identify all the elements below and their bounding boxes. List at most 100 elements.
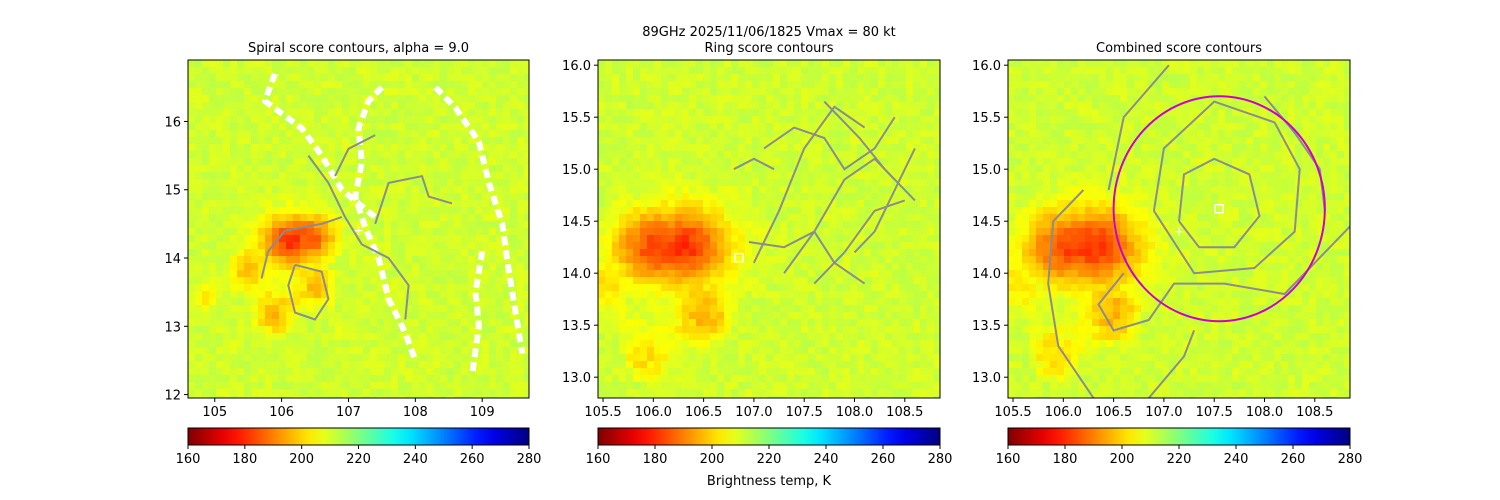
heatmap-cell xyxy=(661,396,669,398)
heatmap-cell xyxy=(251,116,259,124)
heatmap-cell xyxy=(244,242,252,250)
heatmap-cell xyxy=(202,123,210,131)
heatmap-cell xyxy=(398,60,406,68)
heatmap-cell xyxy=(328,389,336,397)
heatmap-cell xyxy=(682,263,690,271)
heatmap-cell xyxy=(654,144,662,152)
heatmap-cell xyxy=(202,256,210,264)
heatmap-cell xyxy=(230,284,238,292)
heatmap-cell xyxy=(349,354,357,362)
heatmap-cell xyxy=(829,333,837,341)
heatmap-cell xyxy=(927,361,935,369)
heatmap-cell xyxy=(724,354,732,362)
heatmap-cell xyxy=(321,319,329,327)
heatmap-cell xyxy=(626,347,634,355)
heatmap-cell xyxy=(524,326,529,334)
heatmap-cell xyxy=(920,200,928,208)
heatmap-cell xyxy=(822,326,830,334)
heatmap-cell xyxy=(440,179,448,187)
heatmap-cell xyxy=(822,305,830,313)
heatmap-cell xyxy=(808,277,816,285)
heatmap-cell xyxy=(850,60,858,68)
heatmap-cell xyxy=(899,207,907,215)
heatmap-cell xyxy=(843,207,851,215)
heatmap-cell xyxy=(913,116,921,124)
heatmap-cell xyxy=(286,179,294,187)
heatmap-cell xyxy=(794,158,802,166)
heatmap-cell xyxy=(885,347,893,355)
heatmap-cell xyxy=(412,277,420,285)
heatmap-cell xyxy=(738,123,746,131)
heatmap-cell xyxy=(237,81,245,89)
heatmap-cell xyxy=(906,375,914,383)
heatmap-cell xyxy=(801,172,809,180)
heatmap-cell xyxy=(927,326,935,334)
heatmap-cell xyxy=(710,116,718,124)
heatmap-cell xyxy=(216,179,224,187)
heatmap-cell xyxy=(307,375,315,383)
heatmap-cell xyxy=(377,305,385,313)
heatmap-cell xyxy=(906,116,914,124)
heatmap-cell xyxy=(440,88,448,96)
heatmap-cell xyxy=(384,375,392,383)
heatmap-cell xyxy=(524,284,529,292)
heatmap-cell xyxy=(619,200,627,208)
heatmap-cell xyxy=(878,235,886,243)
heatmap-cell xyxy=(356,249,364,257)
heatmap-cell xyxy=(279,312,287,320)
heatmap-cell xyxy=(370,340,378,348)
heatmap-cell xyxy=(258,95,266,103)
heatmap-cell xyxy=(906,270,914,278)
heatmap-cell xyxy=(913,109,921,117)
heatmap-cell xyxy=(391,74,399,82)
heatmap-cell xyxy=(598,137,606,145)
heatmap-cell xyxy=(787,165,795,173)
heatmap-cell xyxy=(209,81,217,89)
heatmap-cell xyxy=(703,221,711,229)
heatmap-cell xyxy=(871,74,879,82)
heatmap-cell xyxy=(237,207,245,215)
heatmap-cell xyxy=(668,340,676,348)
heatmap-cell xyxy=(850,312,858,320)
heatmap-cell xyxy=(892,291,900,299)
heatmap-cell xyxy=(391,277,399,285)
heatmap-cell xyxy=(710,242,718,250)
heatmap-cell xyxy=(710,130,718,138)
heatmap-cell xyxy=(738,186,746,194)
heatmap-cell xyxy=(598,228,606,236)
heatmap-cell xyxy=(920,256,928,264)
heatmap-cell xyxy=(475,340,483,348)
heatmap-cell xyxy=(251,305,259,313)
heatmap-cell xyxy=(913,340,921,348)
heatmap-cell xyxy=(426,319,434,327)
heatmap-cell xyxy=(696,256,704,264)
heatmap-cell xyxy=(279,319,287,327)
heatmap-cell xyxy=(209,277,217,285)
heatmap-cell xyxy=(612,186,620,194)
heatmap-cell xyxy=(209,116,217,124)
heatmap-cell xyxy=(370,256,378,264)
heatmap-cell xyxy=(265,95,273,103)
heatmap-cell xyxy=(405,102,413,110)
heatmap-cell xyxy=(412,249,420,257)
heatmap-cell xyxy=(759,221,767,229)
heatmap-cell xyxy=(300,389,308,397)
heatmap-cell xyxy=(433,235,441,243)
heatmap-cell xyxy=(496,354,504,362)
heatmap-cell xyxy=(787,158,795,166)
heatmap-cell xyxy=(801,340,809,348)
x-tick-label: 105.5 xyxy=(584,405,621,420)
heatmap-cell xyxy=(731,319,739,327)
heatmap-cell xyxy=(405,277,413,285)
heatmap-cell xyxy=(766,74,774,82)
heatmap-cell xyxy=(871,81,879,89)
heatmap-cell xyxy=(447,396,455,398)
heatmap-cell xyxy=(906,214,914,222)
heatmap-cell xyxy=(675,186,683,194)
heatmap-cell xyxy=(223,312,231,320)
heatmap-cell xyxy=(703,270,711,278)
heatmap-cell xyxy=(188,242,196,250)
heatmap-cell xyxy=(766,368,774,376)
heatmap-cell xyxy=(279,361,287,369)
heatmap-cell xyxy=(920,270,928,278)
